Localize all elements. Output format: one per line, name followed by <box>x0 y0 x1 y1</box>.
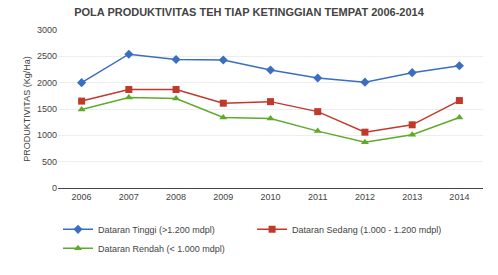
svg-text:2011: 2011 <box>308 192 327 202</box>
svg-text:2000: 2000 <box>37 78 57 88</box>
svg-text:1500: 1500 <box>37 104 57 114</box>
svg-text:Dataran Tinggi (>1.200 mdpl): Dataran Tinggi (>1.200 mdpl) <box>98 225 215 235</box>
svg-text:2012: 2012 <box>355 192 375 202</box>
svg-text:2008: 2008 <box>166 192 186 202</box>
svg-text:2009: 2009 <box>213 192 233 202</box>
svg-text:0: 0 <box>52 183 57 193</box>
svg-text:1000: 1000 <box>37 130 57 140</box>
svg-text:2014: 2014 <box>449 192 469 202</box>
svg-text:2010: 2010 <box>260 192 280 202</box>
svg-text:2006: 2006 <box>72 192 92 202</box>
svg-text:POLA PRODUKTIVITAS TEH TIAP KE: POLA PRODUKTIVITAS TEH TIAP KETINGGIAN T… <box>74 6 424 18</box>
svg-text:3000: 3000 <box>37 25 57 35</box>
svg-text:500: 500 <box>42 157 57 167</box>
svg-text:Dataran Sedang (1.000 - 1.200: Dataran Sedang (1.000 - 1.200 mdpl) <box>292 225 441 235</box>
svg-text:2007: 2007 <box>119 192 139 202</box>
svg-text:Dataran Rendah (< 1.000 mdpl): Dataran Rendah (< 1.000 mdpl) <box>98 244 225 254</box>
svg-text:PRODUKTIVITAS (Kg/Ha): PRODUKTIVITAS (Kg/Ha) <box>22 56 32 161</box>
svg-text:2013: 2013 <box>402 192 422 202</box>
svg-text:2500: 2500 <box>37 51 57 61</box>
